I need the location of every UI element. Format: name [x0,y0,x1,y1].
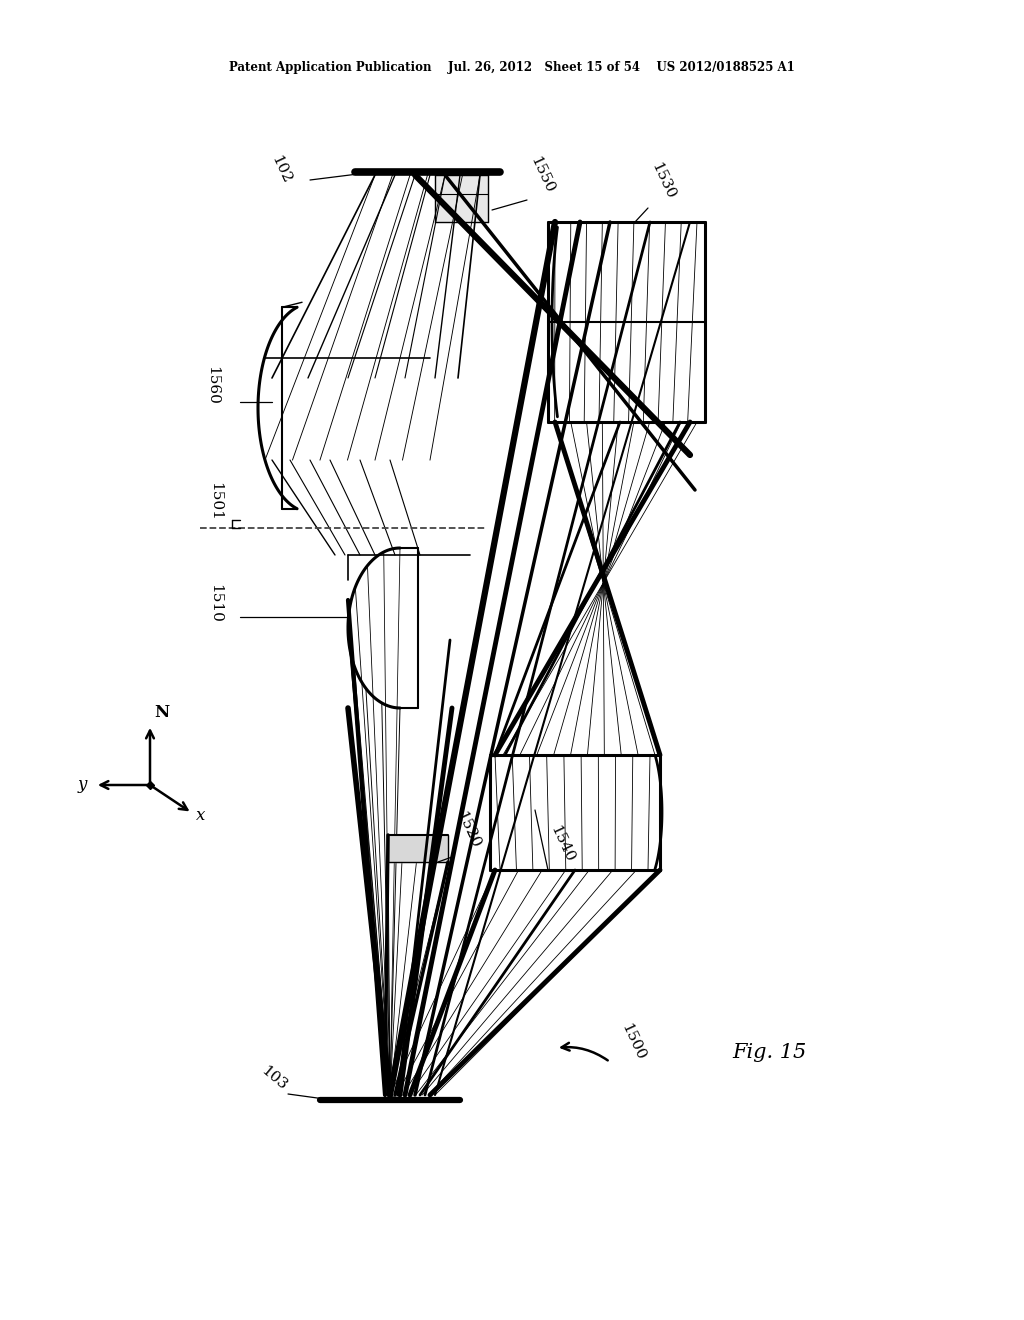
Text: x: x [196,807,206,824]
Text: 103: 103 [258,1064,290,1093]
Text: y: y [78,776,87,793]
Text: 1501: 1501 [208,482,222,521]
Text: 102: 102 [268,153,293,186]
Text: N: N [154,704,169,721]
Text: 1500: 1500 [618,1022,647,1063]
Text: Fig. 15: Fig. 15 [732,1043,806,1063]
Text: 1560: 1560 [205,366,219,405]
Text: 1530: 1530 [648,160,677,201]
Text: Patent Application Publication    Jul. 26, 2012   Sheet 15 of 54    US 2012/0188: Patent Application Publication Jul. 26, … [229,62,795,74]
Text: 1510: 1510 [208,585,222,623]
Text: 1520: 1520 [453,810,482,851]
Text: 1540: 1540 [547,824,577,865]
Text: 1550: 1550 [527,154,556,195]
Polygon shape [388,836,449,862]
Polygon shape [435,176,488,222]
